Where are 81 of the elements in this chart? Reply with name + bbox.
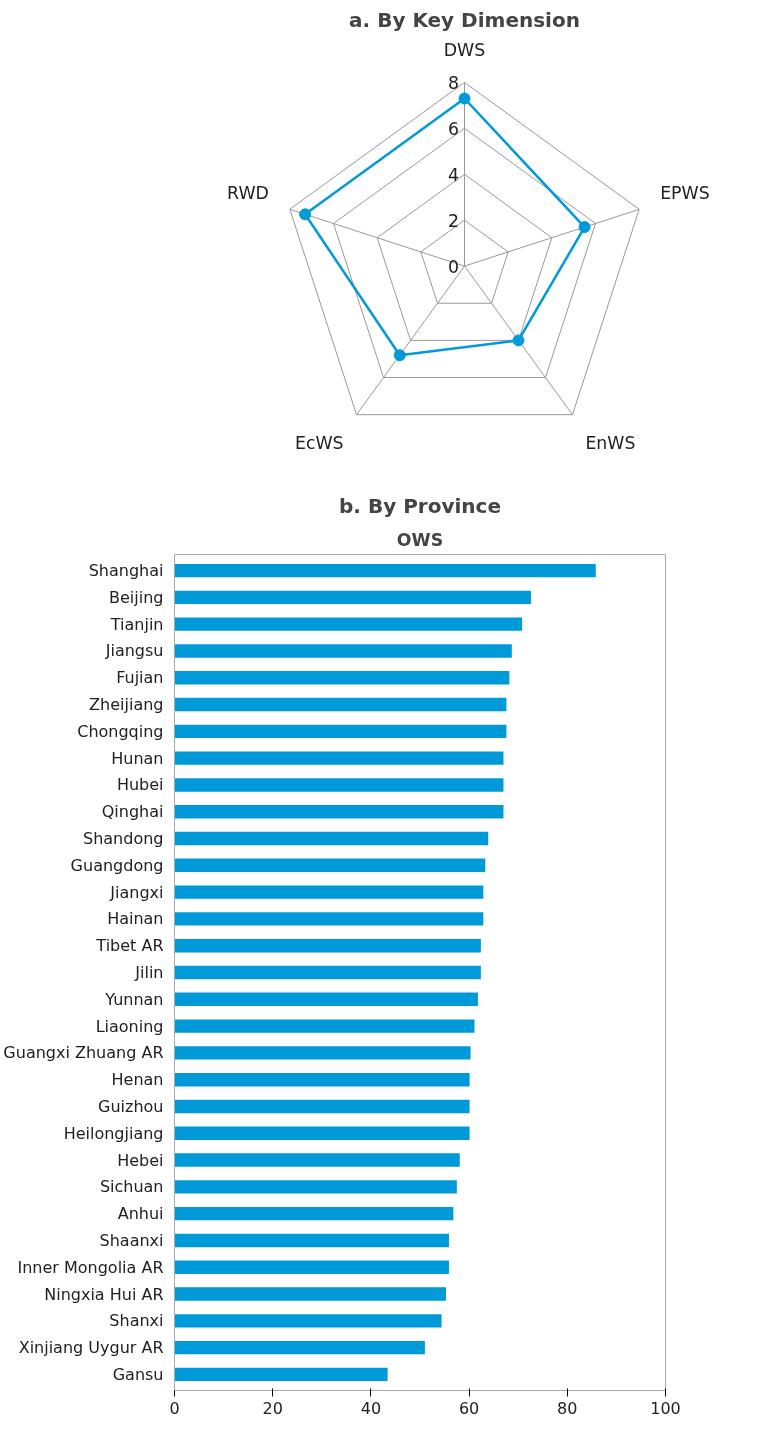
spoke-label: EcWS bbox=[294, 432, 344, 453]
y-tick-label: Jilin bbox=[134, 963, 164, 982]
y-tick-label: Gansu bbox=[112, 1364, 164, 1384]
y-tick-label: Jiangsu bbox=[104, 641, 164, 661]
y-tick-label: 8 bbox=[447, 72, 459, 93]
y-tick-label: 4 bbox=[447, 164, 459, 185]
y-tick-label: Hubei bbox=[116, 775, 164, 795]
bar bbox=[174, 858, 486, 873]
bar bbox=[174, 1233, 449, 1248]
x-tick-label: 20 bbox=[262, 1398, 283, 1418]
bar bbox=[174, 697, 507, 712]
y-tick-label: Shandong bbox=[83, 829, 164, 849]
y-tick-label: Inner Mongolia AR bbox=[17, 1257, 164, 1277]
y-tick-label: Heilongjiang bbox=[63, 1123, 164, 1143]
y-tick-label: Sichuan bbox=[99, 1177, 164, 1197]
bar bbox=[174, 1099, 470, 1114]
y-tick-label: Zheijiang bbox=[89, 695, 164, 715]
bar bbox=[174, 590, 531, 605]
bar bbox=[174, 563, 596, 578]
y-tick-label: Hebei bbox=[117, 1150, 164, 1170]
y-tick-label: Beijing bbox=[109, 587, 164, 607]
bar bbox=[174, 1072, 470, 1087]
bar bbox=[174, 617, 523, 631]
bar bbox=[174, 1019, 475, 1033]
spoke-label: EnWS bbox=[585, 432, 636, 453]
bar bbox=[174, 805, 504, 819]
bar bbox=[174, 778, 504, 792]
bar bbox=[174, 1260, 449, 1274]
y-tick-label: Shanghai bbox=[88, 561, 164, 581]
bar bbox=[174, 1180, 457, 1194]
x-tick-label: 100 bbox=[650, 1398, 681, 1418]
spoke-label: DWS bbox=[443, 40, 486, 61]
chart-title: a. By Key Dimension bbox=[349, 7, 580, 32]
bar bbox=[174, 644, 512, 658]
bar bbox=[174, 1126, 470, 1140]
y-tick-label: 6 bbox=[447, 118, 459, 139]
y-tick-label: 2 bbox=[447, 210, 459, 231]
y-tick-label: Xinjiang Uygur AR bbox=[18, 1338, 164, 1358]
bar bbox=[174, 965, 481, 980]
bar bbox=[174, 751, 504, 765]
y-tick-label: Shaanxi bbox=[99, 1230, 164, 1250]
y-tick-label: Hainan bbox=[107, 909, 164, 929]
bar bbox=[174, 1314, 442, 1328]
bar bbox=[174, 724, 507, 739]
y-tick-label: 0 bbox=[447, 256, 459, 277]
x-tick-label: 40 bbox=[360, 1398, 382, 1418]
spoke-label: RWD bbox=[227, 182, 269, 203]
chart-subtitle: OWS bbox=[396, 529, 444, 550]
bar bbox=[174, 1046, 471, 1060]
bar bbox=[174, 831, 489, 846]
y-tick-label: Tianjin bbox=[109, 614, 164, 634]
bar bbox=[174, 885, 484, 899]
y-tick-label: Anhui bbox=[117, 1204, 164, 1224]
bar bbox=[174, 992, 478, 1006]
y-tick-label: Guangxi Zhuang AR bbox=[3, 1043, 164, 1063]
x-tick-label: 0 bbox=[169, 1398, 180, 1418]
spoke-label: EPWS bbox=[660, 182, 710, 203]
y-tick-label: Chongqing bbox=[77, 721, 164, 741]
y-tick-label: Fujian bbox=[116, 668, 164, 688]
y-tick-label: Guangdong bbox=[70, 855, 164, 875]
y-tick-label: Tibet AR bbox=[95, 936, 164, 956]
chart-title: b. By Province bbox=[339, 493, 501, 518]
y-tick-label: Ningxia Hui AR bbox=[44, 1284, 164, 1304]
bar bbox=[174, 912, 484, 926]
y-tick-label: Guizhou bbox=[98, 1096, 164, 1116]
x-tick-label: 80 bbox=[557, 1398, 578, 1418]
bar bbox=[174, 1287, 447, 1301]
y-tick-label: Qinghai bbox=[101, 802, 164, 822]
y-tick-label: Jiangxi bbox=[109, 882, 164, 902]
bar bbox=[174, 1206, 454, 1221]
bar bbox=[174, 1340, 425, 1355]
bar bbox=[174, 939, 481, 953]
y-tick-label: Hunan bbox=[111, 748, 164, 768]
bar bbox=[174, 1153, 460, 1167]
y-tick-label: Yunnan bbox=[104, 989, 164, 1009]
bar bbox=[174, 671, 510, 685]
y-tick-label: Shanxi bbox=[109, 1311, 164, 1331]
x-tick-label: 60 bbox=[458, 1398, 480, 1418]
y-tick-label: Liaoning bbox=[95, 1016, 164, 1036]
y-tick-label: Henan bbox=[111, 1070, 164, 1090]
bar bbox=[174, 1367, 388, 1382]
